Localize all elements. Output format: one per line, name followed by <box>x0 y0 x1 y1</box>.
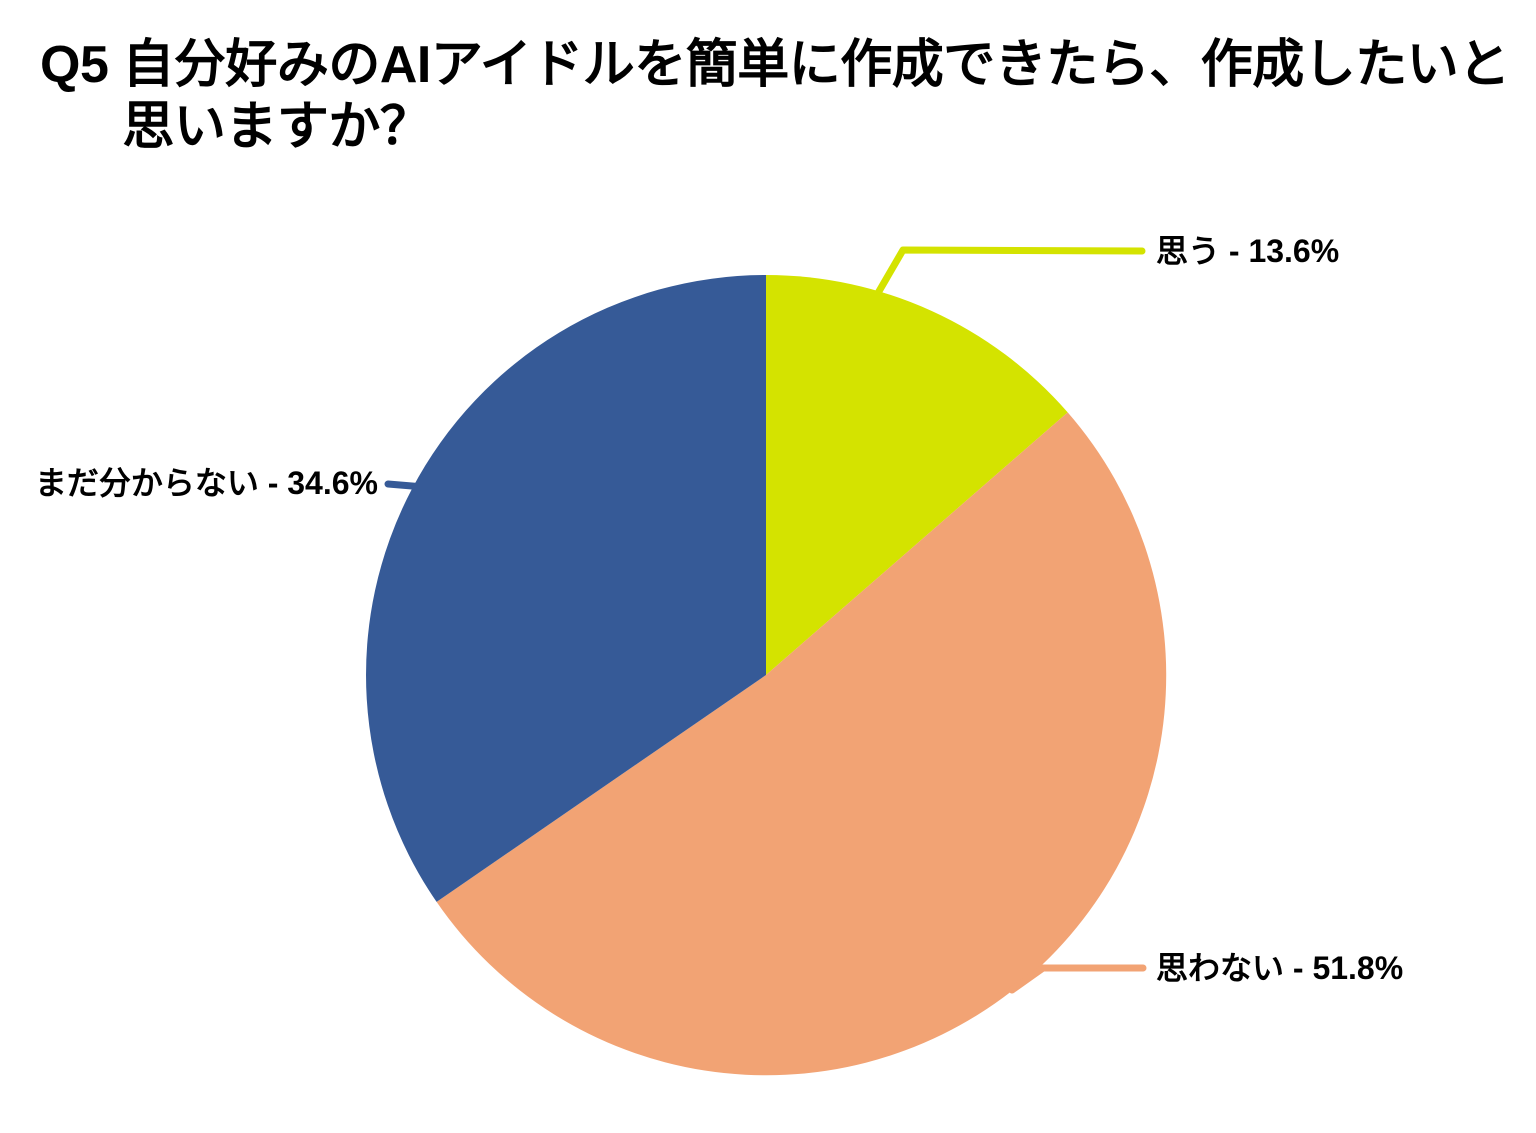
chart-title-prefix: Q5 <box>40 36 109 94</box>
pie-slice-1 <box>436 412 1167 1076</box>
leader-line-0 <box>874 246 1146 297</box>
slice-label-omowanai: 思わない - 51.8% <box>1156 950 1404 986</box>
chart-title: Q5 自分好みのAIアイドルを簡単に作成できたら、作成したいと 思いますか？ <box>40 34 1510 158</box>
slice-label-omou: 思う - 13.6% <box>1156 233 1340 269</box>
chart-title-text: 自分好みのAIアイドルを簡単に作成できたら、作成したいと 思いますか？ <box>122 34 1510 158</box>
chart-title-line2: 思いますか？ <box>122 98 432 156</box>
leader-line-1 <box>1008 964 1147 994</box>
slice-label-mada-wakaranai: まだ分からない - 34.6% <box>34 465 378 501</box>
leader-line-2 <box>384 480 428 491</box>
pie-slice-0 <box>766 275 1068 675</box>
chart-title-line1: 自分好みのAIアイドルを簡単に作成できたら、作成したいと <box>122 36 1510 94</box>
pie-slice-2 <box>366 275 766 902</box>
